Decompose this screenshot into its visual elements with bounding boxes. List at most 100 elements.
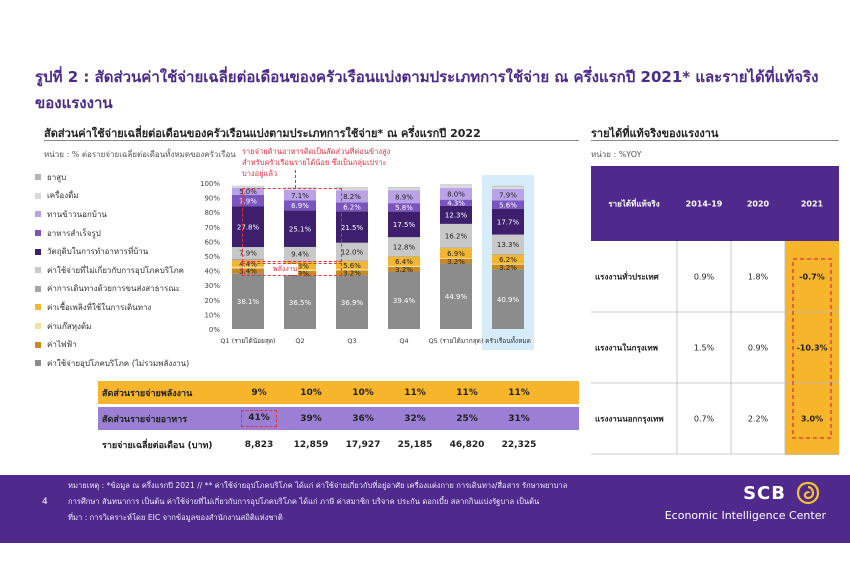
summary-row: สัดส่วนรายจ่ายอาหาร 41% 39% 36% 32% 25% 31% — [98, 407, 579, 430]
bar-segment — [440, 258, 472, 259]
bar-segment — [492, 200, 524, 209]
bar-segment — [388, 187, 420, 188]
legend-label: ยาสูบ — [47, 172, 67, 182]
legend-label: ค่าแก๊สหุงต้ม — [47, 321, 92, 331]
legend-swatch — [35, 285, 41, 292]
bar-segment — [232, 268, 264, 274]
data-label: 3.2% — [499, 264, 517, 272]
table-cell: 0.9% — [694, 273, 715, 282]
table-cell: 3.0% — [801, 415, 823, 424]
bar-segment — [440, 184, 472, 186]
chart-annotation: รายจ่ายด้านอาหารคิดเป็นสัดส่วนที่ค่อนข้า… — [242, 147, 391, 178]
data-label: 8.9% — [395, 193, 413, 201]
income-heading: รายได้ที่แท้จริงของแรงงาน — [591, 127, 719, 140]
legend-label: วัตถุดิบในการทำอาหารที่บ้าน — [47, 247, 149, 257]
bar-segment — [440, 187, 472, 200]
data-label: 4.4% — [239, 260, 257, 268]
data-label: 44.9% — [445, 293, 468, 301]
y-tick-label: 10% — [204, 311, 220, 319]
bar-segment — [440, 258, 472, 264]
annotation-arrow — [295, 170, 296, 188]
summary-cell: 32% — [404, 413, 426, 424]
bar-segment — [232, 266, 264, 269]
bar-segment — [284, 187, 316, 189]
legend-swatch — [35, 267, 41, 274]
income-unit: หน่วย : %YOY — [591, 150, 642, 159]
bar-segment — [388, 271, 420, 329]
data-label: 3.2% — [343, 270, 361, 278]
y-tick-label: 20% — [204, 297, 220, 305]
data-label: 5.6% — [343, 262, 361, 270]
summary-cell: 25,185 — [397, 439, 433, 450]
legend-item: ค่าไฟฟ้า — [35, 335, 195, 354]
table-row-label: แรงงานทั่วประเทศ — [595, 271, 660, 282]
y-tick-label: 90% — [204, 195, 220, 203]
x-tick-label: Q5 (รายได้มากสุด) — [429, 337, 484, 345]
table-header-cell: 2014-19 — [686, 200, 723, 209]
data-label: 5.3% — [291, 263, 309, 271]
legend-item: ค่าแก๊สหุงต้ม — [35, 317, 195, 336]
legend-label: เครื่องดื่ม — [47, 191, 79, 201]
summary-row-label: สัดส่วนรายจ่ายอาหาร — [102, 414, 188, 425]
bar-segment — [388, 211, 420, 238]
legend-swatch — [35, 192, 41, 199]
data-label: 3.2% — [447, 258, 465, 266]
summary-row-label: สัดส่วนรายจ่ายพลังงาน — [102, 388, 193, 399]
data-label: 8.2% — [343, 193, 361, 201]
data-label: 5.6% — [499, 201, 517, 209]
legend-label: อาหารสำเร็จรูป — [47, 228, 101, 238]
x-tick-label: Q4 — [399, 337, 408, 345]
data-label: 12.0% — [341, 248, 364, 256]
bar-segment — [336, 190, 368, 203]
brand-subtitle: Economic Intelligence Center — [664, 509, 826, 522]
data-label: 16.2% — [445, 233, 468, 241]
summary-cell: 11% — [456, 387, 478, 398]
chart-heading-rule — [44, 140, 579, 141]
y-tick-label: 70% — [204, 224, 220, 232]
bar-segment — [440, 247, 472, 249]
summary-cell: 36% — [352, 413, 374, 424]
bar-segment — [284, 270, 316, 276]
summary-cell: 10% — [300, 387, 322, 398]
bar-segment — [232, 194, 264, 207]
table-row-label: แรงงานนอกกรุงเทพ — [595, 415, 664, 425]
legend-label: ค่าไฟฟ้า — [47, 340, 77, 350]
legend-item: ค่าใช้จ่ายอุปโภคบริโภค (ไม่รวมพลังงาน) — [35, 354, 195, 373]
data-label: 6.4% — [395, 258, 413, 266]
legend-swatch — [35, 360, 41, 367]
bar-segment — [284, 200, 316, 211]
legend-label: ค่าเชื้อเพลิงที่ใช้ในการเดินทาง — [47, 302, 152, 312]
summary-row: สัดส่วนรายจ่ายพลังงาน 9% 10% 10% 11% 11% 11% — [98, 381, 579, 404]
x-tick-label: Q1 (รายได้น้อยสุด) — [220, 337, 275, 345]
legend-item: อาหารสำเร็จรูป — [35, 224, 195, 243]
table-header-cell: รายได้ที่แท้จริง — [608, 198, 659, 209]
bar-segment — [336, 275, 368, 329]
energy-note: พลังงาน — [272, 264, 299, 275]
bar-segment — [492, 208, 524, 235]
x-tick-label: Q2 — [295, 337, 304, 345]
data-label: 21.5% — [341, 224, 364, 232]
table-header-bg — [591, 166, 839, 241]
year-2021-highlight — [785, 241, 839, 455]
bar-segment — [440, 199, 472, 206]
data-label: 5.0% — [239, 188, 257, 196]
bar-segment — [492, 254, 524, 264]
energy-highlight-box — [242, 263, 342, 276]
data-label: 38.1% — [237, 298, 260, 306]
bar-segment — [440, 248, 472, 259]
data-label: 25.1% — [289, 225, 312, 233]
y-tick-label: 100% — [200, 180, 220, 188]
footer-note-2: การศึกษา สันทนาการ เป็นต้น ค่าใช้จ่ายที่… — [68, 497, 540, 506]
footer-notes: หมายเหตุ : *ข้อมูล ณ ครึ่งแรกปี 2021 // … — [68, 478, 628, 526]
data-label: 3.3% — [291, 270, 309, 278]
real-income-table: รายได้ที่แท้จริง 2014-19 2020 2021 แรงงานทั่… — [591, 166, 839, 455]
scb-logo: SCB Economic Intelligence Center — [646, 479, 826, 529]
bar-segment — [388, 237, 420, 256]
summary-cell: 46,820 — [449, 439, 485, 450]
x-tick-label: ครัวเรือนทั้งหมด — [485, 336, 531, 345]
summary-cell: 31% — [508, 413, 530, 424]
table-cell: 1.8% — [748, 273, 769, 282]
bar-segment — [336, 202, 368, 212]
year-2021-dashed-box — [792, 258, 832, 439]
data-label: 40.9% — [497, 296, 520, 304]
